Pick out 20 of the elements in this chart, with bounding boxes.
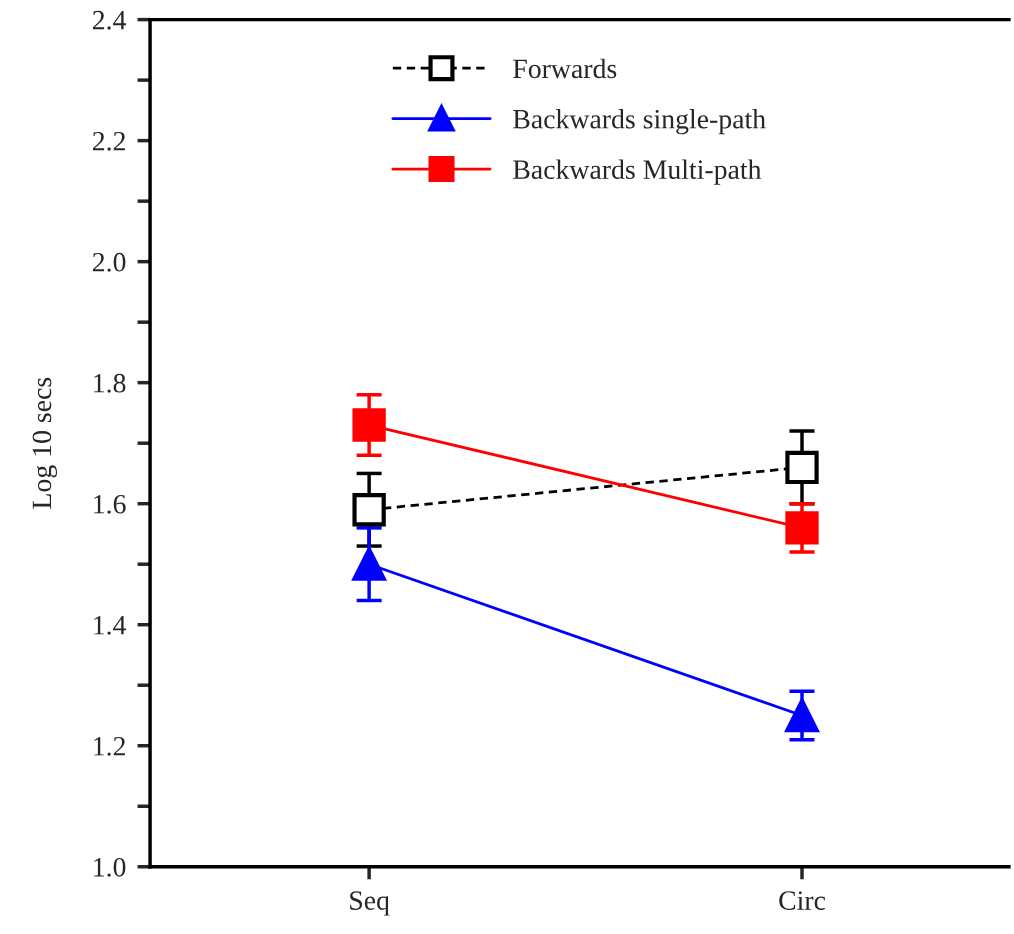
legend-label: Backwards Multi-path xyxy=(513,159,762,185)
point xyxy=(352,547,386,581)
x-tick-label: Circ xyxy=(779,891,826,910)
point xyxy=(785,511,819,545)
point xyxy=(785,698,819,733)
y-tick-label: 1.0 xyxy=(94,857,126,877)
legend-label: Backwards single-path xyxy=(513,109,766,135)
point xyxy=(352,408,386,442)
y-tick-label: 2.0 xyxy=(92,252,126,272)
y-tick-label: 1.4 xyxy=(94,616,127,635)
legend-label: Forwards xyxy=(513,58,617,79)
y-tick-label: 2.2 xyxy=(92,131,125,151)
y-tick-label: 1.2 xyxy=(94,736,125,756)
y-tick-label: 1.6 xyxy=(94,494,126,514)
y-tick-label: 1.8 xyxy=(94,373,126,393)
point xyxy=(352,493,386,527)
y-axis-title: Log 10 secs xyxy=(32,377,58,509)
y-tick-label: 2.4 xyxy=(92,10,127,30)
point xyxy=(785,450,819,485)
x-tick-label: Seq xyxy=(350,891,390,916)
